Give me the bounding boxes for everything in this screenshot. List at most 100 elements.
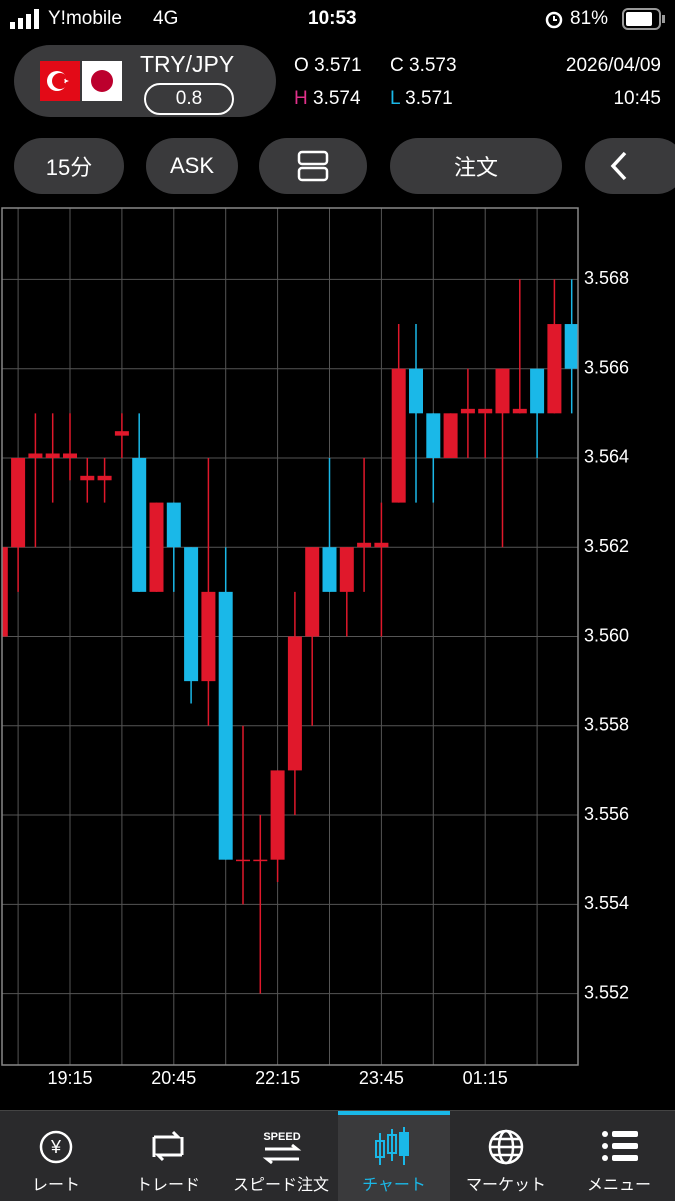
pair-selector[interactable]: TRY/JPY 0.8: [14, 45, 276, 117]
candle-body: [374, 542, 389, 548]
y-tick-label: 3.558: [584, 715, 629, 735]
carrier: Y!mobile: [48, 8, 122, 29]
candle-body: [322, 547, 337, 592]
tab[interactable]: チャート: [338, 1111, 450, 1201]
candle-body: [495, 368, 510, 414]
candle-body: [236, 859, 250, 862]
network: 4G: [153, 8, 179, 29]
alarm-icon: [545, 11, 563, 29]
y-tick-label: 3.566: [584, 357, 629, 377]
candle-body: [218, 591, 233, 860]
candle-body: [512, 408, 527, 414]
grid: [2, 208, 578, 1065]
candle-body: [270, 770, 285, 860]
back-button[interactable]: [585, 138, 675, 194]
tab[interactable]: トレード: [112, 1111, 224, 1201]
interval-button[interactable]: 15分: [14, 138, 124, 194]
tab-label: マーケット: [465, 1177, 546, 1194]
tab-icon: [375, 1127, 409, 1165]
tab-icon: [602, 1131, 638, 1161]
tab[interactable]: メニュー: [563, 1111, 675, 1201]
candle-body: [478, 408, 493, 414]
svg-text:SPEED: SPEED: [263, 1131, 300, 1143]
side-button[interactable]: ASK: [146, 138, 238, 194]
candle-body: [460, 408, 475, 414]
candle-body: [443, 413, 458, 458]
candle-body: [184, 547, 199, 682]
close-key: C: [390, 55, 404, 76]
candle-body: [391, 368, 406, 503]
battery-level: 81%: [570, 8, 609, 29]
candle-body: [426, 413, 441, 458]
date: 2026/04/09: [565, 55, 661, 76]
candle-body: [530, 368, 545, 414]
candle-body: [339, 547, 354, 592]
active-tab-indicator: [338, 1111, 450, 1115]
candle-body: [132, 457, 147, 592]
low-value: 3.571: [405, 88, 453, 109]
x-tick-label: 20:45: [151, 1068, 196, 1088]
pair-name: TRY/JPY: [140, 51, 235, 77]
candle-body: [63, 453, 77, 458]
y-tick-label: 3.554: [584, 893, 629, 913]
candle-body: [28, 453, 43, 458]
tab-label: トレード: [135, 1177, 200, 1194]
tab-label: メニュー: [586, 1177, 651, 1194]
candle-body: [114, 431, 129, 436]
tab-icon: SPEED: [262, 1131, 302, 1165]
order-button[interactable]: 注文: [390, 138, 562, 194]
close-price: C 3.573: [390, 55, 457, 77]
tab[interactable]: マーケット: [450, 1111, 562, 1201]
x-tick-label: 01:15: [463, 1068, 508, 1088]
candles: [2, 279, 578, 994]
candle-body: [97, 475, 112, 481]
low-key: L: [390, 88, 400, 109]
candle-body: [149, 502, 164, 592]
y-tick-label: 3.556: [584, 804, 629, 824]
candle-body: [287, 636, 302, 771]
candle-body: [547, 324, 562, 414]
high-value: 3.574: [313, 88, 361, 109]
spread: 0.8: [144, 83, 234, 115]
open-value: 3.571: [314, 55, 362, 76]
layout-icon: [297, 150, 329, 182]
flags: [40, 61, 122, 101]
signal-icon: [10, 9, 39, 29]
tab-bar: ¥ レート トレード SPEED スピード注文 チャート マーケット メニュー: [0, 1110, 675, 1201]
y-tick-label: 3.564: [584, 447, 629, 467]
svg-text:¥: ¥: [50, 1137, 62, 1157]
candle-body: [253, 859, 268, 862]
chevron-icon: [610, 151, 627, 181]
status-bar: Y!mobile 4G 10:53 81%: [0, 0, 675, 38]
tab-label: レート: [31, 1177, 80, 1194]
layout-button[interactable]: [259, 138, 367, 194]
x-tick-label: 19:15: [47, 1068, 92, 1088]
candle-body: [357, 542, 372, 548]
tab-icon: ¥: [39, 1130, 73, 1164]
candle-body: [409, 368, 423, 414]
tab-icon: [152, 1130, 184, 1162]
candle-body: [305, 547, 320, 637]
candle-body: [564, 324, 578, 369]
y-tick-label: 3.560: [584, 625, 629, 645]
y-tick-label: 3.552: [584, 982, 629, 1002]
tab-label: スピード注文: [232, 1177, 329, 1194]
candle-body: [45, 453, 60, 458]
open-key: O: [294, 55, 309, 76]
battery-icon: [622, 8, 665, 30]
x-tick-label: 22:15: [255, 1068, 300, 1088]
plot-frame: [1, 207, 579, 1066]
tab[interactable]: SPEED スピード注文: [225, 1111, 337, 1201]
tab-label: チャート: [362, 1177, 426, 1194]
tab[interactable]: ¥ レート: [0, 1111, 112, 1201]
close-value: 3.573: [409, 55, 457, 76]
candle-body: [201, 591, 216, 682]
high-key: H: [294, 88, 308, 109]
candle-body: [11, 457, 26, 548]
time: 10:45: [613, 88, 661, 109]
y-tick-label: 3.568: [584, 268, 629, 288]
tab-icon: [488, 1129, 524, 1165]
chart: 3.552 3.554 3.556 3.558 3.560 3.562 3.564 3.566…: [1, 207, 629, 1088]
active-tab-bg: [338, 1111, 450, 1201]
